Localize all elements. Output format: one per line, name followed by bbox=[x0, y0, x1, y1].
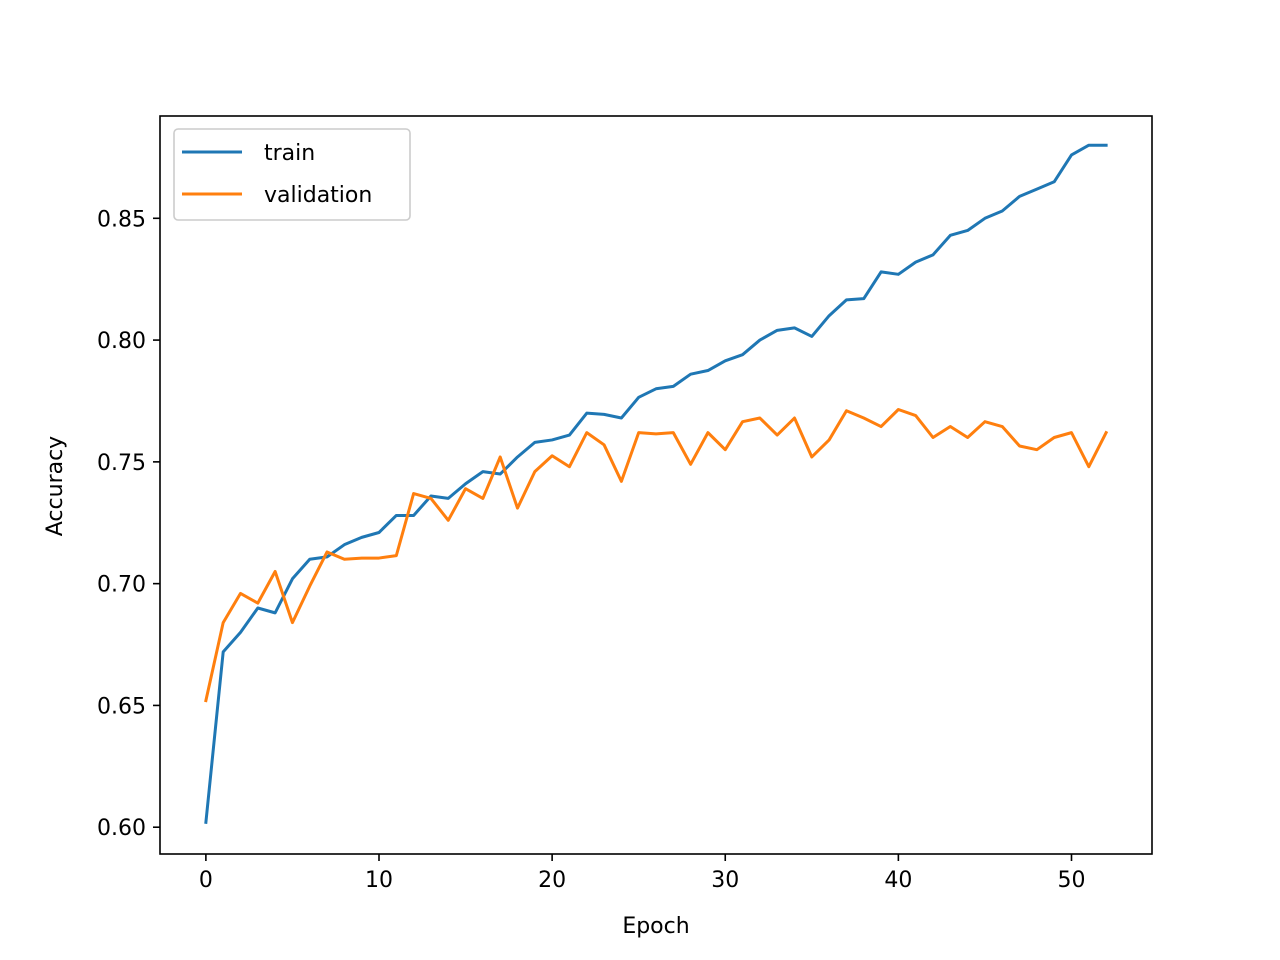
x-tick-label: 50 bbox=[1057, 868, 1085, 893]
series-line-validation bbox=[204, 408, 1109, 703]
series-line-train bbox=[204, 143, 1108, 824]
x-tick-label: 20 bbox=[538, 868, 566, 893]
y-tick-label: 0.70 bbox=[97, 573, 146, 598]
x-axis-label: Epoch bbox=[622, 914, 689, 939]
legend: train validation bbox=[173, 128, 411, 221]
y-axis-label: Accuracy bbox=[43, 436, 68, 536]
y-tick-label: 0.60 bbox=[97, 816, 146, 841]
plot-frame bbox=[159, 115, 1153, 855]
x-tick-label: 10 bbox=[365, 868, 393, 893]
x-axis: 0 10 20 30 40 50 bbox=[199, 854, 1085, 893]
y-tick-label: 0.85 bbox=[97, 207, 146, 232]
x-tick-label: 0 bbox=[199, 868, 213, 893]
y-axis: 0.60 0.65 0.70 0.75 0.80 0.85 bbox=[97, 207, 160, 841]
legend-label-validation: validation bbox=[264, 183, 372, 208]
x-tick-label: 30 bbox=[711, 868, 739, 893]
x-tick-label: 40 bbox=[884, 868, 912, 893]
y-tick-label: 0.75 bbox=[97, 451, 146, 476]
plot-area bbox=[160, 116, 1152, 854]
y-tick-label: 0.65 bbox=[97, 694, 146, 719]
legend-label-train: train bbox=[264, 141, 315, 166]
y-tick-label: 0.80 bbox=[97, 329, 146, 354]
series-layer bbox=[204, 143, 1109, 824]
